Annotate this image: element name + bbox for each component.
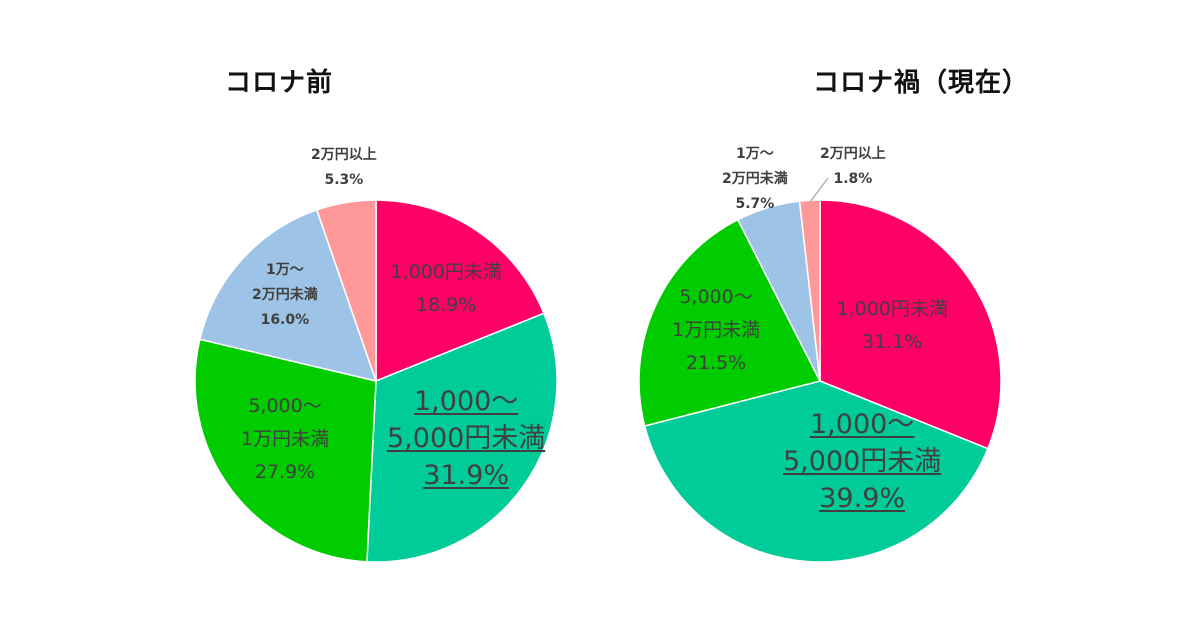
- slice-label-text: 1万～: [266, 262, 304, 278]
- pie-slice-0: [819, 199, 1002, 450]
- slice-percent: 16.0%: [260, 312, 310, 328]
- pie-slice-0: [375, 199, 545, 383]
- slice-label-text: 1万～: [736, 146, 774, 162]
- slice-label-text: 1,000～: [414, 386, 519, 417]
- slice-label-3: 1万～ 2万円未満 5.7%: [722, 147, 788, 222]
- slice-percent: 31.1%: [862, 331, 923, 353]
- slice-label-text: 2万円以上: [820, 146, 886, 162]
- slice-label-3: 1万～ 2万円未満 16.0%: [252, 263, 318, 338]
- slice-percent: 18.9%: [416, 294, 477, 316]
- slice-label-text: 5,000円未満: [387, 423, 546, 454]
- slice-label-text: 5,000円未満: [783, 446, 942, 477]
- pie-slice-1: [366, 312, 558, 563]
- pie-slice-4: [315, 199, 377, 382]
- slice-percent: 5.7%: [735, 196, 775, 212]
- slice-label-text: 2万円未満: [252, 287, 318, 303]
- slice-label-text: 5,000～: [248, 395, 322, 417]
- slice-label-text: 5,000～: [679, 286, 753, 308]
- pie-slice-2: [638, 218, 822, 427]
- slice-label-4: 2万円以上 5.3%: [311, 148, 377, 198]
- slice-label-2: 5,000～ 1万円未満 21.5%: [672, 288, 760, 387]
- slice-label-text: 1,000～: [810, 409, 915, 440]
- pie-slice-4: [798, 199, 821, 382]
- slice-label-text: 2万円以上: [311, 147, 377, 163]
- leader-line: [809, 177, 829, 203]
- slice-percent: 1.8%: [833, 171, 873, 187]
- slice-percent: 21.5%: [685, 352, 747, 374]
- slice-label-0: 1,000円未満 18.9%: [391, 263, 502, 329]
- pie-slice-2: [194, 338, 377, 563]
- slice-percent: 27.9%: [254, 461, 316, 483]
- pie-slice-1: [643, 380, 989, 563]
- slice-label-text: 1,000円未満: [390, 261, 502, 283]
- slice-label-2: 5,000～ 1万円未満 27.9%: [241, 397, 329, 496]
- slice-label-4: 2万円以上 1.8%: [820, 147, 886, 197]
- slice-label-0: 1,000円未満 31.1%: [837, 300, 948, 366]
- pie-svg: [638, 177, 1002, 563]
- pie-svg: [194, 199, 558, 563]
- slice-percent: 31.9%: [423, 460, 510, 491]
- slice-label-text: 1万円未満: [241, 428, 330, 450]
- slice-label-1: 1,000～ 5,000円未満 31.9%: [387, 388, 545, 499]
- pie-chart-during-corona: コロナ禍（現在） 1,000円未満 31.1% 1,000～ 5,000円未満 39.9…: [600, 0, 1200, 629]
- slice-label-text: 1万円未満: [672, 319, 761, 341]
- chart-title: コロナ禍（現在）: [812, 68, 1029, 98]
- slice-percent: 5.3%: [324, 172, 364, 188]
- pie-slice-3: [198, 208, 378, 383]
- chart-title: コロナ前: [224, 68, 333, 98]
- slice-label-text: 1,000円未満: [836, 298, 948, 320]
- pie-chart-before-corona: コロナ前 1,000円未満 18.9% 1,000～ 5,000円未満 31.9% 5,0…: [194, 68, 558, 563]
- slice-percent: 39.9%: [819, 483, 906, 514]
- slice-label-1: 1,000～ 5,000円未満 39.9%: [783, 411, 941, 522]
- slice-label-text: 2万円未満: [722, 171, 788, 187]
